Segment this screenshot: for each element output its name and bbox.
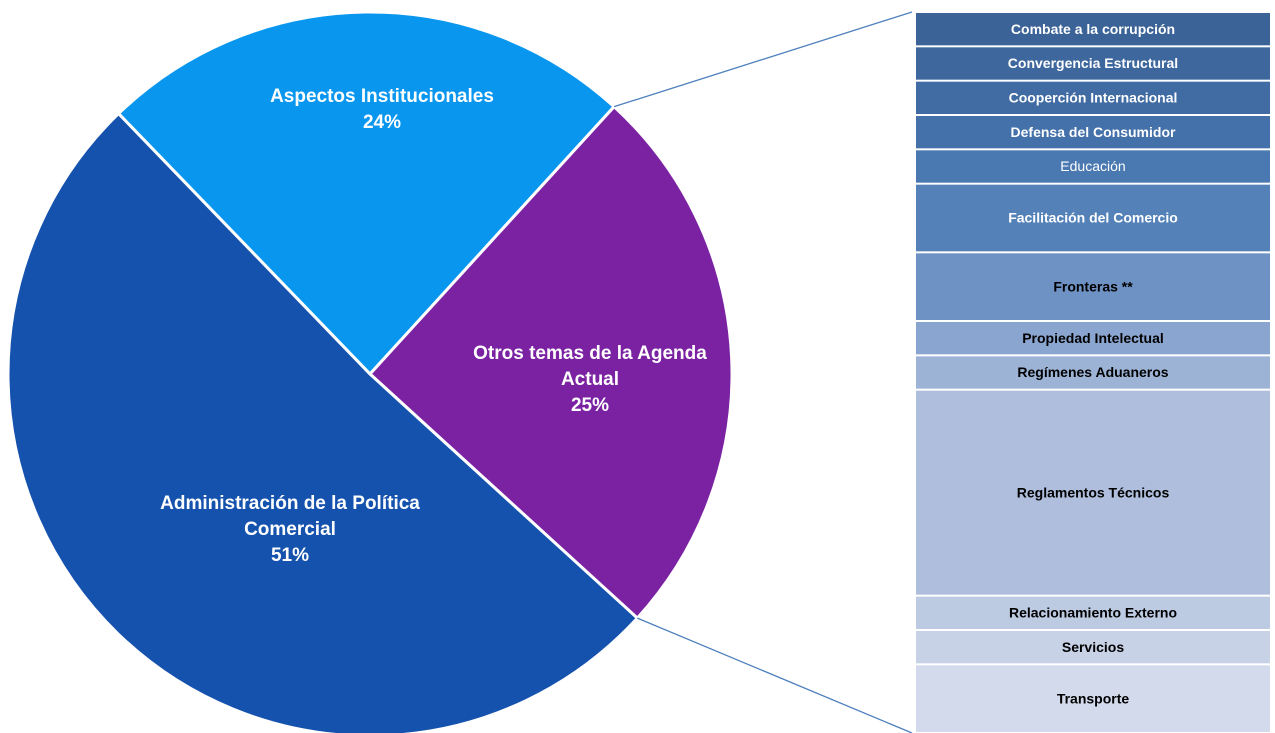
- bar-segment-label: Reglamentos Técnicos: [1017, 484, 1170, 500]
- bar-segment: [916, 322, 1270, 355]
- bar-segment: [916, 47, 1270, 80]
- bar-segment-label: Facilitación del Comercio: [1008, 210, 1178, 226]
- bar-segment-label: Propiedad Intelectual: [1022, 330, 1164, 346]
- pie-slice: [6, 111, 640, 733]
- bar-segment-label: Cooperción Internacional: [1009, 90, 1178, 106]
- slice-label: Aspectos Institucionales 24%: [252, 84, 512, 136]
- bar-segment: [916, 356, 1270, 389]
- bar-segment: [916, 596, 1270, 629]
- bar-segment: [916, 116, 1270, 149]
- bar-segment-label: Defensa del Consumidor: [1011, 124, 1176, 140]
- bar-segment-label: Fronteras **: [1053, 278, 1133, 294]
- bar-segment: [916, 150, 1270, 183]
- bar-segment-label: Combate a la corrupción: [1011, 21, 1175, 37]
- pie-slice: [367, 104, 734, 621]
- bar-segment-label: Relacionamiento Externo: [1009, 605, 1177, 621]
- slice-name: Aspectos Institucionales: [270, 86, 494, 107]
- bar-segment: [916, 665, 1270, 732]
- slice-value-label: 25%: [570, 395, 610, 416]
- bar-segment-label: Servicios: [1062, 639, 1124, 655]
- connector-line: [637, 617, 913, 733]
- slice-label: Administración de la Política Comercial 5…: [160, 491, 420, 569]
- slice-value-label: 51%: [270, 545, 310, 566]
- connector-line: [613, 11, 913, 108]
- bar-segment: [916, 184, 1270, 252]
- bar-segment: [916, 13, 1270, 46]
- bar-segment: [916, 390, 1270, 595]
- bar-segment: [916, 81, 1270, 114]
- bar-segment-label: Regímenes Aduaneros: [1017, 364, 1168, 380]
- slice-label: Otros temas de la Agenda Actual 25%: [460, 341, 720, 419]
- bar-segment-label: Transporte: [1057, 690, 1130, 706]
- slice-value-label: 24%: [362, 112, 402, 133]
- bar-segment-label: Convergencia Estructural: [1008, 55, 1178, 71]
- slice-name: Otros temas de la Agenda Actual: [473, 343, 707, 390]
- slice-name: Administración de la Política Comercial: [160, 493, 420, 540]
- bar-segment-label: Educación: [1060, 158, 1125, 174]
- bar-segment: [916, 253, 1270, 320]
- pie-slice: [116, 10, 617, 377]
- bar-segment: [916, 631, 1270, 664]
